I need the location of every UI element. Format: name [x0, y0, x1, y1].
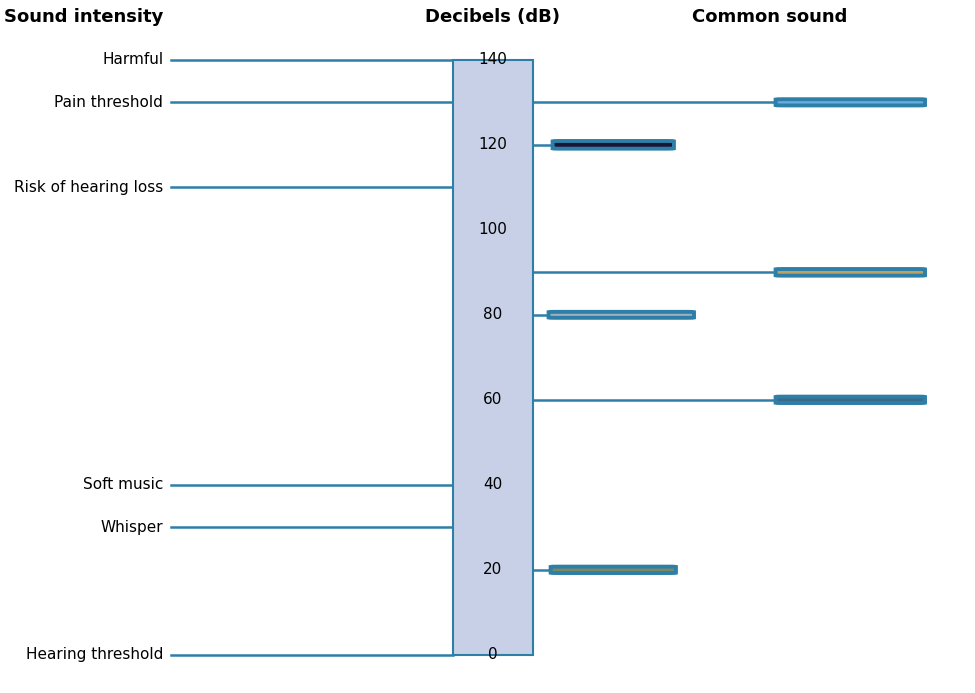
Text: Hearing threshold: Hearing threshold — [26, 647, 163, 663]
Text: 120: 120 — [479, 137, 507, 152]
Text: Pain threshold: Pain threshold — [55, 95, 163, 109]
Text: Decibels (dB): Decibels (dB) — [425, 8, 561, 26]
FancyBboxPatch shape — [775, 269, 925, 276]
Text: Common sound: Common sound — [692, 8, 847, 26]
FancyBboxPatch shape — [551, 567, 676, 573]
Text: Risk of hearing loss: Risk of hearing loss — [14, 179, 163, 195]
Text: 0: 0 — [488, 647, 497, 663]
FancyBboxPatch shape — [452, 60, 533, 655]
Text: Harmful: Harmful — [102, 53, 163, 67]
Text: Sound intensity: Sound intensity — [4, 8, 163, 26]
FancyBboxPatch shape — [775, 99, 925, 105]
Text: Whisper: Whisper — [100, 520, 163, 535]
FancyBboxPatch shape — [549, 312, 694, 318]
Text: 80: 80 — [484, 307, 502, 322]
Text: Soft music: Soft music — [83, 477, 163, 492]
Text: 100: 100 — [479, 222, 507, 237]
FancyBboxPatch shape — [775, 396, 925, 403]
Text: 140: 140 — [479, 53, 507, 67]
Text: 60: 60 — [483, 392, 502, 407]
Text: 20: 20 — [484, 562, 502, 577]
FancyBboxPatch shape — [553, 141, 674, 149]
Text: 40: 40 — [484, 477, 502, 492]
